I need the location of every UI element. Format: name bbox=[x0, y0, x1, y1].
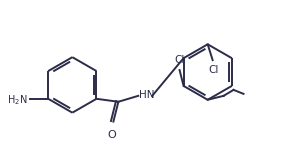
Text: O: O bbox=[107, 130, 116, 140]
Text: Cl: Cl bbox=[174, 55, 185, 65]
Text: H$_2$N: H$_2$N bbox=[7, 93, 27, 107]
Text: Cl: Cl bbox=[208, 65, 219, 75]
Text: HN: HN bbox=[139, 90, 155, 100]
